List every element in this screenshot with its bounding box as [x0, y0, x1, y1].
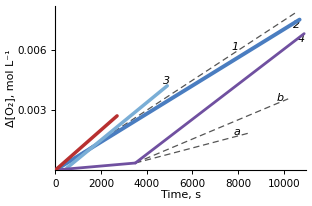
- Text: b: b: [277, 93, 284, 103]
- Text: a: a: [233, 127, 240, 137]
- Y-axis label: Δ[O₂], mol L⁻¹: Δ[O₂], mol L⁻¹: [6, 49, 16, 127]
- Text: 2: 2: [293, 20, 300, 30]
- Text: 1: 1: [231, 42, 238, 52]
- Text: 3: 3: [163, 76, 170, 86]
- X-axis label: Time, s: Time, s: [161, 190, 201, 200]
- Text: 4: 4: [297, 34, 305, 44]
